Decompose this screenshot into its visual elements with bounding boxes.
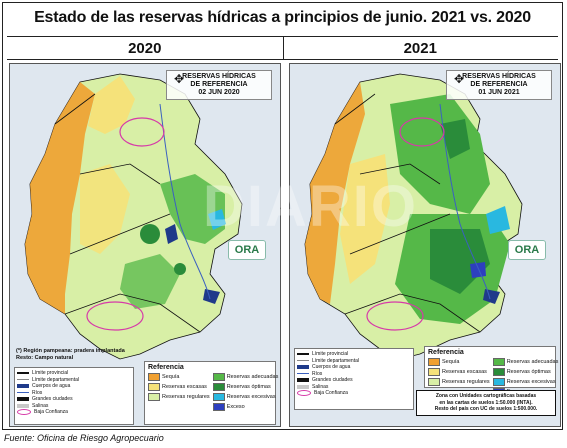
legend-excesivas: Reservas excesivas [212,393,279,401]
legend-optimas: Reservas óptimas [212,383,279,391]
low-confidence-south [366,301,424,331]
water-body-b [203,289,220,304]
figure-frame: Estado de las reservas hídricas a princi… [2,2,563,430]
map-2021-title: RESERVAS HÍDRICAS DE REFERENCIA 01 JUN 2… [446,70,552,100]
legend-dept-limit: Límite departamental [297,358,411,365]
zone-excesivas [486,206,510,234]
year-header-row: 2020 2021 [7,36,558,60]
year-label-2020: 2020 [128,40,162,57]
legend-escasas: Reservas escasas [148,383,210,391]
legend-2020: Referencia Sequía Reservas adecuadas Res… [144,361,279,425]
legend-cities: Grandes ciudades [17,396,131,403]
legend-sequia: Sequía [428,358,490,366]
map-panel-2020: RESERVAS HÍDRICAS DE REFERENCIA 02 JUN 2… [9,63,281,427]
river-1 [439,103,491,300]
small-legend-2020: Límite provincial Límite departamental C… [14,367,134,425]
zone-sequia-west [305,82,365,304]
watermark: DIARIO [203,174,418,239]
water-body-b [483,289,500,304]
legend-regulares: Reservas regulares [148,393,210,401]
zone-optimas-north [440,119,470,159]
water-body-a [165,224,178,244]
page-title: Estado de las reservas hídricas a princi… [34,9,531,26]
zone-excesivas [208,209,226,230]
legend-dept-limit: Límite departamental [17,377,131,384]
legend-low-confidence: Baja Confianza [297,390,411,397]
zone-escasas-center [340,154,390,284]
year-divider [282,37,284,59]
legend-cities: Grandes ciudades [297,377,411,384]
legend-salinas: Salinas [17,403,131,410]
ora-logo: ORA [508,240,546,260]
source-caption: Fuente: Oficina de Riesgo Agropecuario [4,433,164,443]
low-confidence-north [399,117,445,147]
map-2020 [24,73,243,360]
low-confidence-north [119,117,165,147]
zone-escasas-center [80,164,130,254]
compass-icon: ✥ [173,72,185,86]
ora-logo: ORA [228,240,266,260]
zone-exceso [470,262,486,278]
legend-province-limit: Límite provincial [17,370,131,377]
low-confidence-south [86,301,144,331]
zone-optimas-b [174,263,186,275]
zone-optimas-a [140,224,160,244]
zone-adecuadas-east [160,174,225,244]
legend-sequia: Sequía [148,373,210,381]
small-legend-2021: Límite provincial Límite departamental C… [294,348,414,410]
map-2020-title: RESERVAS HÍDRICAS DE REFERENCIA 02 JUN 2… [166,70,272,100]
legend-optimas: Reservas óptimas [492,368,559,376]
province-borders [54,93,201,333]
legend-low-confidence: Baja Confianza [17,409,131,416]
map-panel-2021: RESERVAS HÍDRICAS DE REFERENCIA 01 JUN 2… [289,63,561,427]
legend-escasas: Reservas escasas [428,368,490,376]
legend-rivers: Ríos [17,390,131,397]
legend-adecuadas: Reservas adecuadas [212,373,278,381]
legend-water-bodies: Cuerpos de agua [297,364,411,371]
compass-icon: ✥ [453,72,465,86]
legend-excesivas: Reservas excesivas [492,378,559,386]
legend-water-bodies: Cuerpos de agua [17,383,131,390]
zone-escasas-nw [88,76,135,134]
legend-rivers: Ríos [297,371,411,378]
river-1 [159,103,211,300]
map-2021 [304,73,523,360]
year-label-2021: 2021 [403,40,437,57]
zone-optimas [430,229,490,294]
province-borders [334,93,481,333]
legend-adecuadas: Reservas adecuadas [492,358,558,366]
zone-adecuadas-south [120,254,180,309]
legend-salinas: Salinas [297,384,411,391]
legend-exceso: Exceso [212,403,279,411]
zone-sequia-west [25,82,95,314]
legend-regulares: Reservas regulares [428,378,490,386]
legend-2021: Referencia Sequía Reservas adecuadas Res… [424,346,559,396]
soil-map-note: Zona con Unidades cartográficas basadas … [416,390,556,416]
legend-province-limit: Límite provincial [297,351,411,358]
region-note-2020: (*) Región pampeana: pradera implantada … [16,348,125,361]
